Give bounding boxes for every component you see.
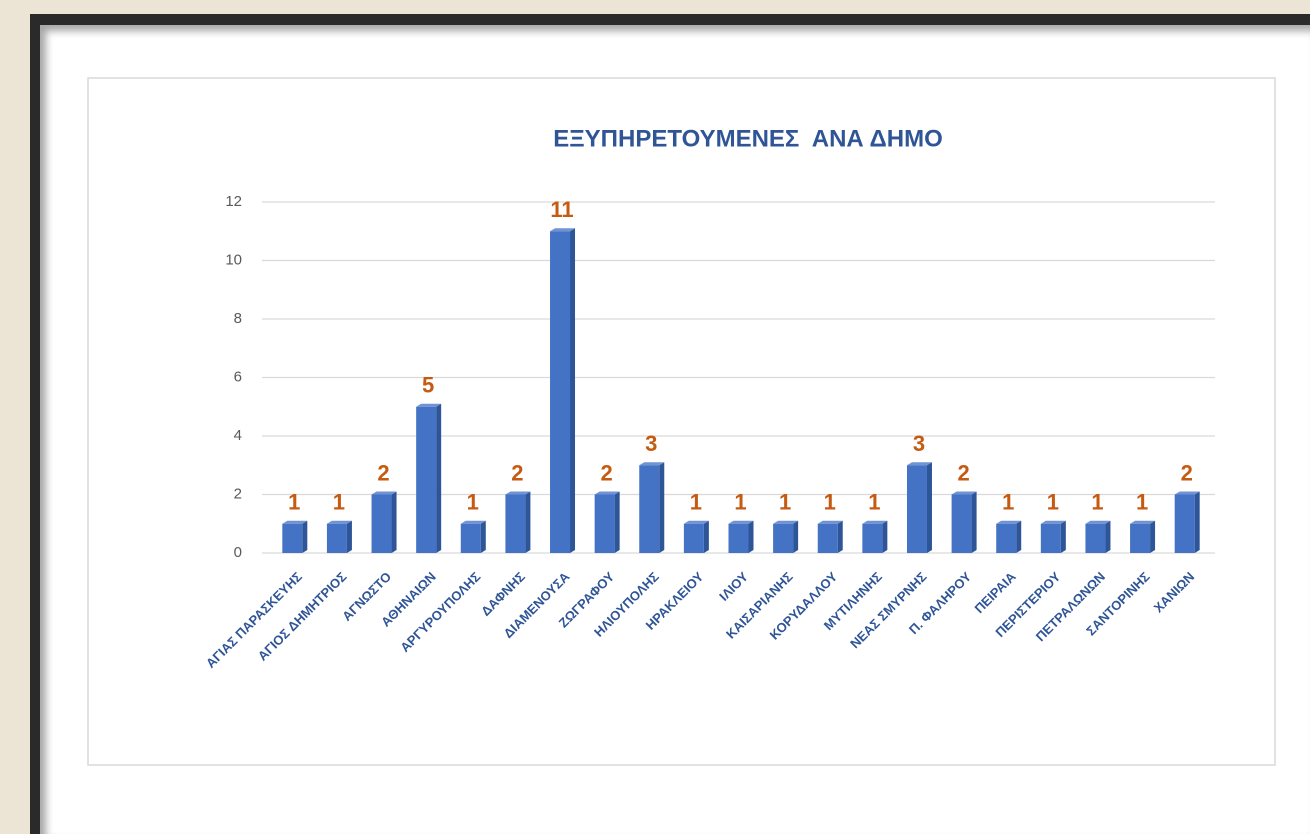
bar-top bbox=[594, 491, 620, 495]
bar bbox=[1130, 523, 1151, 553]
value-label: 2 bbox=[377, 460, 389, 485]
value-label: 1 bbox=[1136, 490, 1148, 515]
bar-top bbox=[1085, 520, 1111, 524]
value-label: 1 bbox=[779, 490, 791, 515]
bar-top bbox=[416, 403, 442, 407]
bar bbox=[862, 523, 883, 553]
bar-side bbox=[1194, 491, 1200, 553]
bar-side bbox=[971, 491, 977, 553]
bar bbox=[906, 465, 927, 553]
bar-side bbox=[436, 403, 442, 553]
bar-side bbox=[346, 520, 352, 553]
bar bbox=[282, 523, 303, 553]
chart-box bbox=[87, 77, 1276, 766]
bar-top bbox=[1174, 491, 1200, 495]
bar-top bbox=[817, 520, 843, 524]
bar-side bbox=[391, 491, 397, 553]
y-tick-label: 2 bbox=[234, 485, 242, 502]
bar bbox=[817, 523, 838, 553]
value-label: 3 bbox=[645, 431, 657, 456]
bar bbox=[371, 494, 392, 553]
bar-top bbox=[906, 462, 932, 466]
value-label: 3 bbox=[913, 431, 925, 456]
bar-side bbox=[882, 520, 888, 553]
bar-top bbox=[371, 491, 397, 495]
bar-top bbox=[773, 520, 799, 524]
bar-top bbox=[505, 491, 531, 495]
bar bbox=[773, 523, 794, 553]
bar bbox=[416, 406, 437, 553]
bar bbox=[951, 494, 972, 553]
bar-side bbox=[1016, 520, 1022, 553]
bar-side bbox=[302, 520, 308, 553]
bar-top bbox=[951, 491, 977, 495]
bar-side bbox=[926, 462, 932, 553]
value-label: 1 bbox=[467, 490, 479, 515]
bar bbox=[1085, 523, 1106, 553]
value-label: 1 bbox=[288, 490, 300, 515]
bar-side bbox=[1105, 520, 1111, 553]
y-tick-label: 0 bbox=[234, 544, 242, 561]
bar-side bbox=[748, 520, 754, 553]
bar bbox=[728, 523, 749, 553]
bar bbox=[1174, 494, 1195, 553]
bar-side bbox=[1150, 520, 1156, 553]
bar-side bbox=[793, 520, 799, 553]
bar-top bbox=[683, 520, 709, 524]
bar-side bbox=[525, 491, 531, 553]
bar bbox=[1040, 523, 1061, 553]
value-label: 1 bbox=[690, 490, 702, 515]
bar-side bbox=[614, 491, 620, 553]
bar-top bbox=[282, 520, 308, 524]
value-label: 2 bbox=[511, 460, 523, 485]
bar-top bbox=[862, 520, 888, 524]
bar-top bbox=[1130, 520, 1156, 524]
bar bbox=[326, 523, 347, 553]
y-tick-label: 10 bbox=[225, 251, 242, 268]
value-label: 2 bbox=[601, 460, 613, 485]
y-tick-label: 12 bbox=[225, 193, 242, 210]
value-label: 1 bbox=[824, 490, 836, 515]
bar-top bbox=[326, 520, 352, 524]
y-tick-label: 4 bbox=[234, 427, 242, 444]
chart-title: ΕΞΥΠΗΡΕΤΟΥΜΕΝΕΣ ΑΝΑ ΔΗΜΟ bbox=[553, 125, 943, 152]
bar-top bbox=[996, 520, 1022, 524]
value-label: 1 bbox=[1047, 490, 1059, 515]
bar bbox=[460, 523, 481, 553]
bar bbox=[996, 523, 1017, 553]
value-label: 2 bbox=[1181, 460, 1193, 485]
bar-side bbox=[837, 520, 843, 553]
bar bbox=[683, 523, 704, 553]
bar-side bbox=[1060, 520, 1066, 553]
value-label: 1 bbox=[1091, 490, 1103, 515]
value-label: 1 bbox=[734, 490, 746, 515]
bar bbox=[550, 231, 571, 553]
bar-top bbox=[460, 520, 486, 524]
bar bbox=[505, 494, 526, 553]
bar-side bbox=[480, 520, 486, 553]
y-tick-label: 6 bbox=[234, 368, 242, 385]
bar bbox=[639, 465, 660, 553]
value-label: 1 bbox=[333, 490, 345, 515]
value-label: 2 bbox=[957, 460, 969, 485]
value-label: 11 bbox=[550, 197, 573, 222]
value-label: 1 bbox=[868, 490, 880, 515]
bar-top bbox=[639, 462, 665, 466]
bar-side bbox=[703, 520, 709, 553]
bar-side bbox=[659, 462, 665, 553]
bar-side bbox=[570, 228, 576, 553]
bar bbox=[594, 494, 615, 553]
bar-top bbox=[728, 520, 754, 524]
value-label: 1 bbox=[1002, 490, 1014, 515]
value-label: 5 bbox=[422, 373, 434, 398]
bar-top bbox=[1040, 520, 1066, 524]
y-tick-label: 8 bbox=[234, 310, 242, 327]
bar-top bbox=[550, 228, 576, 232]
